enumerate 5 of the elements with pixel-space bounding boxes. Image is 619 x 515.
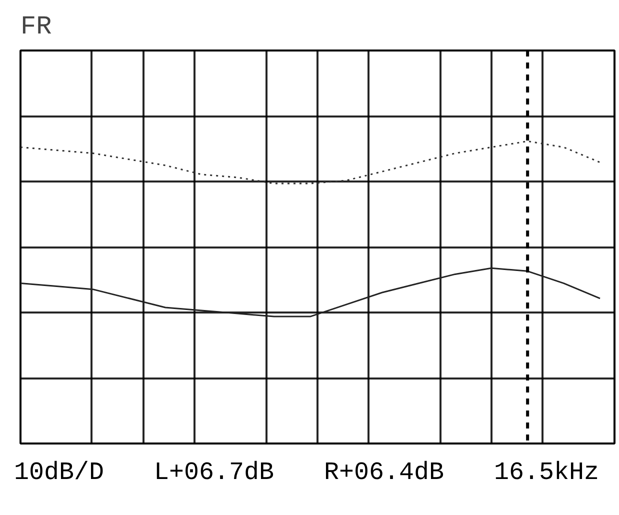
text: R+06.4dB xyxy=(324,457,444,489)
text: 16.5kHz xyxy=(494,457,599,489)
chart-title: FR xyxy=(20,12,52,42)
text: 10dB/D xyxy=(14,457,104,489)
text: L+06.7dB xyxy=(154,457,274,489)
